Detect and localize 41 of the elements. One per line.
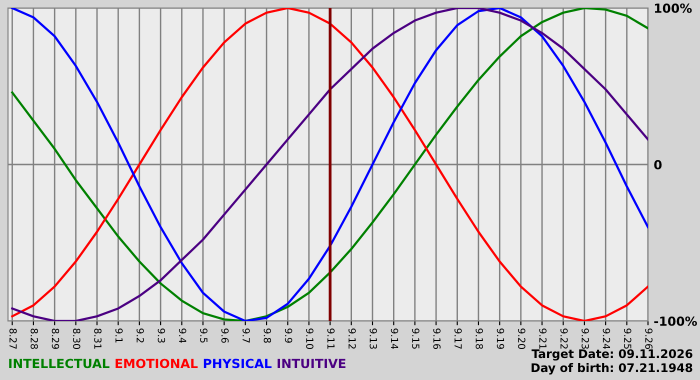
- text: Day of birth: 07.21.1948: [532, 363, 692, 375]
- x-tick-label: 8.28: [30, 328, 38, 349]
- x-tick-label: 9.15: [412, 328, 420, 349]
- x-tick-label: 8.30: [72, 328, 80, 349]
- x-tick-label: 9.18: [476, 328, 483, 349]
- x-tick-label: 9.7: [242, 328, 250, 343]
- x-tick-label: 9.8: [264, 328, 272, 343]
- x-tick-label: 9.13: [370, 328, 378, 349]
- x-tick-label: 9.1: [115, 328, 123, 343]
- x-tick-label: 9.23: [582, 328, 589, 349]
- x-tick-label: 9.17: [454, 328, 462, 349]
- x-tick-label: 9.14: [390, 328, 398, 350]
- x-tick-label: 9.20: [518, 328, 526, 349]
- text: INTELLECTUAL: [9, 358, 110, 368]
- x-tick-label: 9.3: [158, 328, 166, 343]
- y-tick-label: 0: [654, 160, 662, 170]
- x-tick-label: 9.9: [284, 328, 292, 343]
- x-tick-label: 9.22: [560, 328, 568, 349]
- x-tick-label: 9.16: [433, 328, 441, 349]
- text: INTUITIVE: [278, 358, 346, 368]
- y-tick-label: 100%: [654, 3, 692, 13]
- x-tick-label: 8.27: [9, 328, 17, 349]
- line-series: [11, 8, 648, 321]
- text: PHYSICAL: [204, 358, 272, 368]
- x-tick-label: 9.11: [327, 328, 335, 349]
- text: Target Date: 09.11.2026: [532, 349, 692, 361]
- x-tick-label: 9.10: [306, 328, 314, 349]
- x-tick-label: 9.12: [348, 328, 356, 349]
- x-tick-label: 9.6: [221, 328, 229, 343]
- x-tick-label: 9.26: [645, 328, 653, 349]
- x-tick-label: 8.29: [52, 328, 60, 349]
- y-tick-label: -100%: [654, 316, 697, 326]
- x-tick-label: 9.24: [602, 328, 610, 350]
- x-tick-label: 9.2: [136, 328, 144, 342]
- x-tick-label: 9.19: [496, 328, 504, 349]
- x-tick-label: 9.21: [539, 328, 547, 349]
- x-tick-label: 9.5: [200, 328, 208, 343]
- x-tick-label: 9.25: [624, 328, 632, 349]
- x-tick-label: 9.4: [178, 328, 186, 343]
- x-tick-label: 8.31: [94, 328, 102, 349]
- text: EMOTIONAL: [116, 358, 198, 368]
